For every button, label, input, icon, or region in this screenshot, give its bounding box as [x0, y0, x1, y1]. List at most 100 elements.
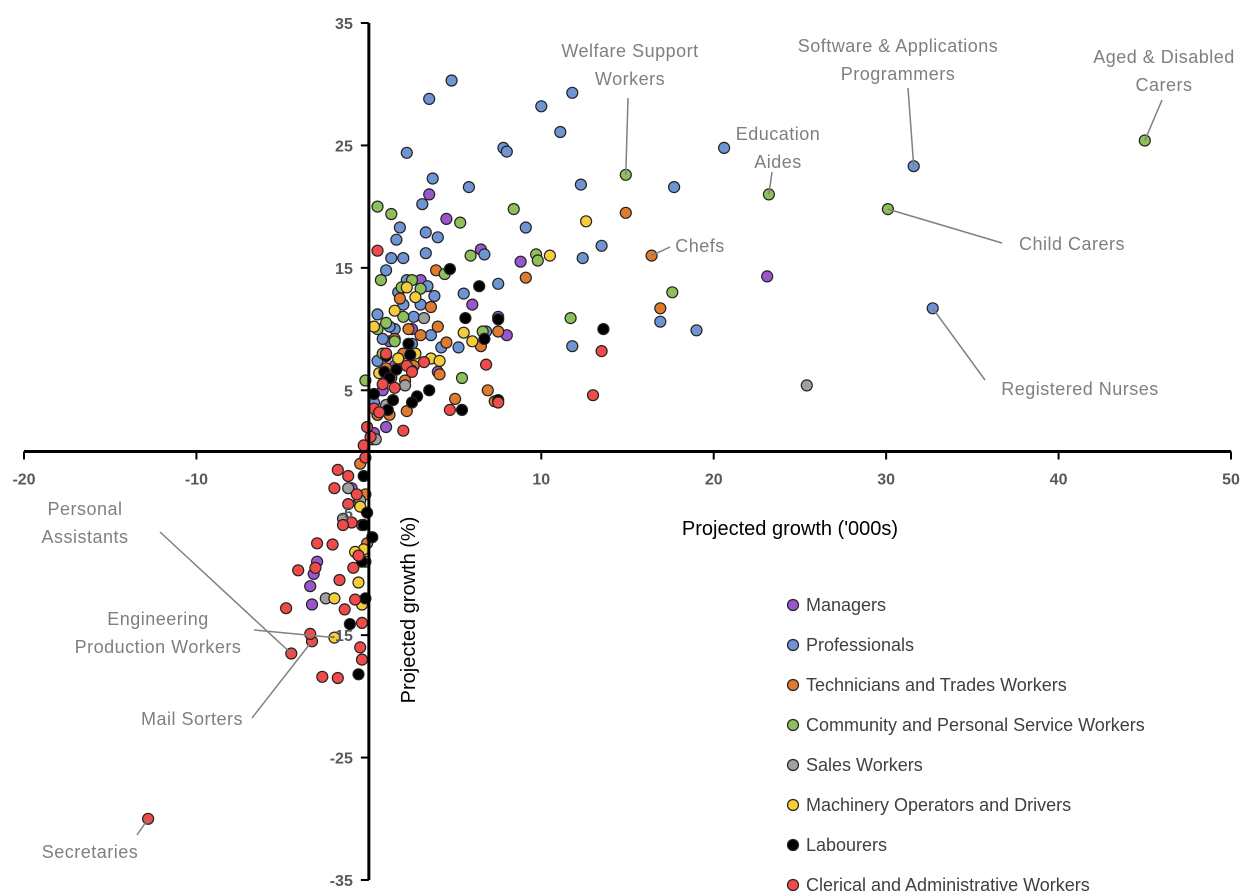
- data-point: [654, 315, 667, 328]
- data-point: [667, 181, 681, 194]
- legend-marker: [786, 878, 800, 892]
- data-point: [355, 653, 369, 666]
- data-point: [455, 371, 469, 385]
- data-point: [492, 325, 505, 338]
- legend-marker: [786, 638, 800, 652]
- x-tick-label: 50: [1222, 472, 1240, 489]
- legend-label: Professionals: [806, 635, 914, 655]
- data-point: [316, 670, 329, 683]
- data-point: [423, 92, 436, 106]
- data-point: [309, 561, 322, 574]
- data-point: [416, 198, 429, 211]
- data-point: [597, 323, 610, 336]
- data-point: [440, 336, 453, 349]
- x-tick-label: 40: [1050, 472, 1068, 489]
- data-point: [385, 252, 398, 265]
- annotations: Welfare Support Workers Software & Applica…: [41, 36, 1234, 862]
- data-point: [454, 216, 467, 229]
- data-point: [380, 420, 393, 434]
- data-point: [349, 593, 362, 606]
- data-point: [355, 616, 369, 630]
- x-tick-label: -20: [12, 472, 35, 489]
- data-point: [376, 378, 389, 391]
- annotation-leader: [136, 818, 149, 836]
- data-point: [333, 573, 346, 587]
- data-point: [405, 396, 419, 409]
- data-point: [400, 146, 413, 159]
- annotation-leader: [887, 208, 1003, 244]
- data-point: [414, 329, 427, 342]
- annotation-leader: [907, 87, 915, 167]
- legend-marker: [786, 838, 800, 852]
- data-point: [457, 287, 470, 300]
- data-point: [409, 291, 422, 304]
- data-point: [462, 181, 475, 194]
- data-point: [397, 252, 410, 265]
- data-point: [386, 394, 400, 407]
- data-point: [376, 332, 389, 345]
- data-point: [342, 498, 355, 511]
- data-point: [342, 482, 355, 495]
- annotation-leader: [625, 97, 629, 175]
- data-point: [328, 592, 341, 605]
- data-point: [690, 324, 703, 337]
- data-point: [393, 292, 406, 305]
- data-point: [328, 482, 341, 495]
- annotation-leader: [651, 246, 671, 257]
- annotation-label: Aged & Disabled: [1093, 47, 1235, 67]
- data-point: [402, 337, 415, 350]
- data-point: [336, 518, 350, 532]
- annotation-label: Aides: [754, 152, 802, 172]
- data-point: [304, 627, 317, 641]
- data-point: [399, 379, 412, 392]
- annotation-leader: [768, 171, 773, 195]
- legend-marker: [786, 758, 800, 772]
- data-point: [431, 231, 444, 244]
- data-point: [666, 286, 679, 299]
- data-point: [373, 406, 386, 419]
- data-point: [452, 341, 465, 354]
- data-point: [449, 392, 462, 405]
- data-point: [543, 249, 557, 262]
- data-point: [393, 221, 406, 234]
- data-point: [428, 289, 441, 303]
- data-point: [478, 332, 491, 345]
- data-point: [514, 255, 527, 268]
- annotation-label: Engineering: [107, 609, 209, 629]
- data-point: [305, 598, 319, 611]
- data-points: [142, 74, 1151, 825]
- data-point: [457, 326, 470, 339]
- annotation-label: Carers: [1135, 75, 1192, 95]
- data-point: [404, 348, 417, 361]
- legend-marker: [786, 678, 800, 692]
- annotation-leader: [253, 629, 335, 639]
- annotation-label: Workers: [595, 69, 665, 89]
- x-tick-label: -10: [185, 472, 208, 489]
- data-point: [424, 300, 437, 314]
- data-point: [586, 389, 600, 402]
- data-point: [380, 316, 393, 329]
- annotation-leader: [1144, 99, 1163, 141]
- y-axis-title: Projected growth (%): [398, 517, 420, 704]
- data-point: [431, 320, 444, 333]
- data-point: [385, 207, 398, 221]
- legend-label: Managers: [806, 595, 886, 615]
- data-point: [371, 200, 384, 213]
- annotation-label: Mail Sorters: [141, 709, 243, 729]
- data-point: [388, 381, 401, 394]
- y-tick-label: 25: [335, 138, 353, 155]
- data-point: [352, 576, 365, 589]
- data-point: [619, 206, 632, 219]
- data-point: [331, 463, 344, 476]
- data-point: [445, 74, 458, 87]
- data-point: [350, 488, 363, 501]
- data-point: [800, 379, 813, 392]
- data-point: [326, 538, 339, 551]
- annotation-leader: [932, 307, 986, 381]
- data-point: [574, 178, 588, 191]
- y-tick-label: -25: [330, 751, 353, 768]
- axes: [24, 23, 1231, 880]
- data-point: [761, 270, 774, 283]
- data-point: [371, 308, 384, 321]
